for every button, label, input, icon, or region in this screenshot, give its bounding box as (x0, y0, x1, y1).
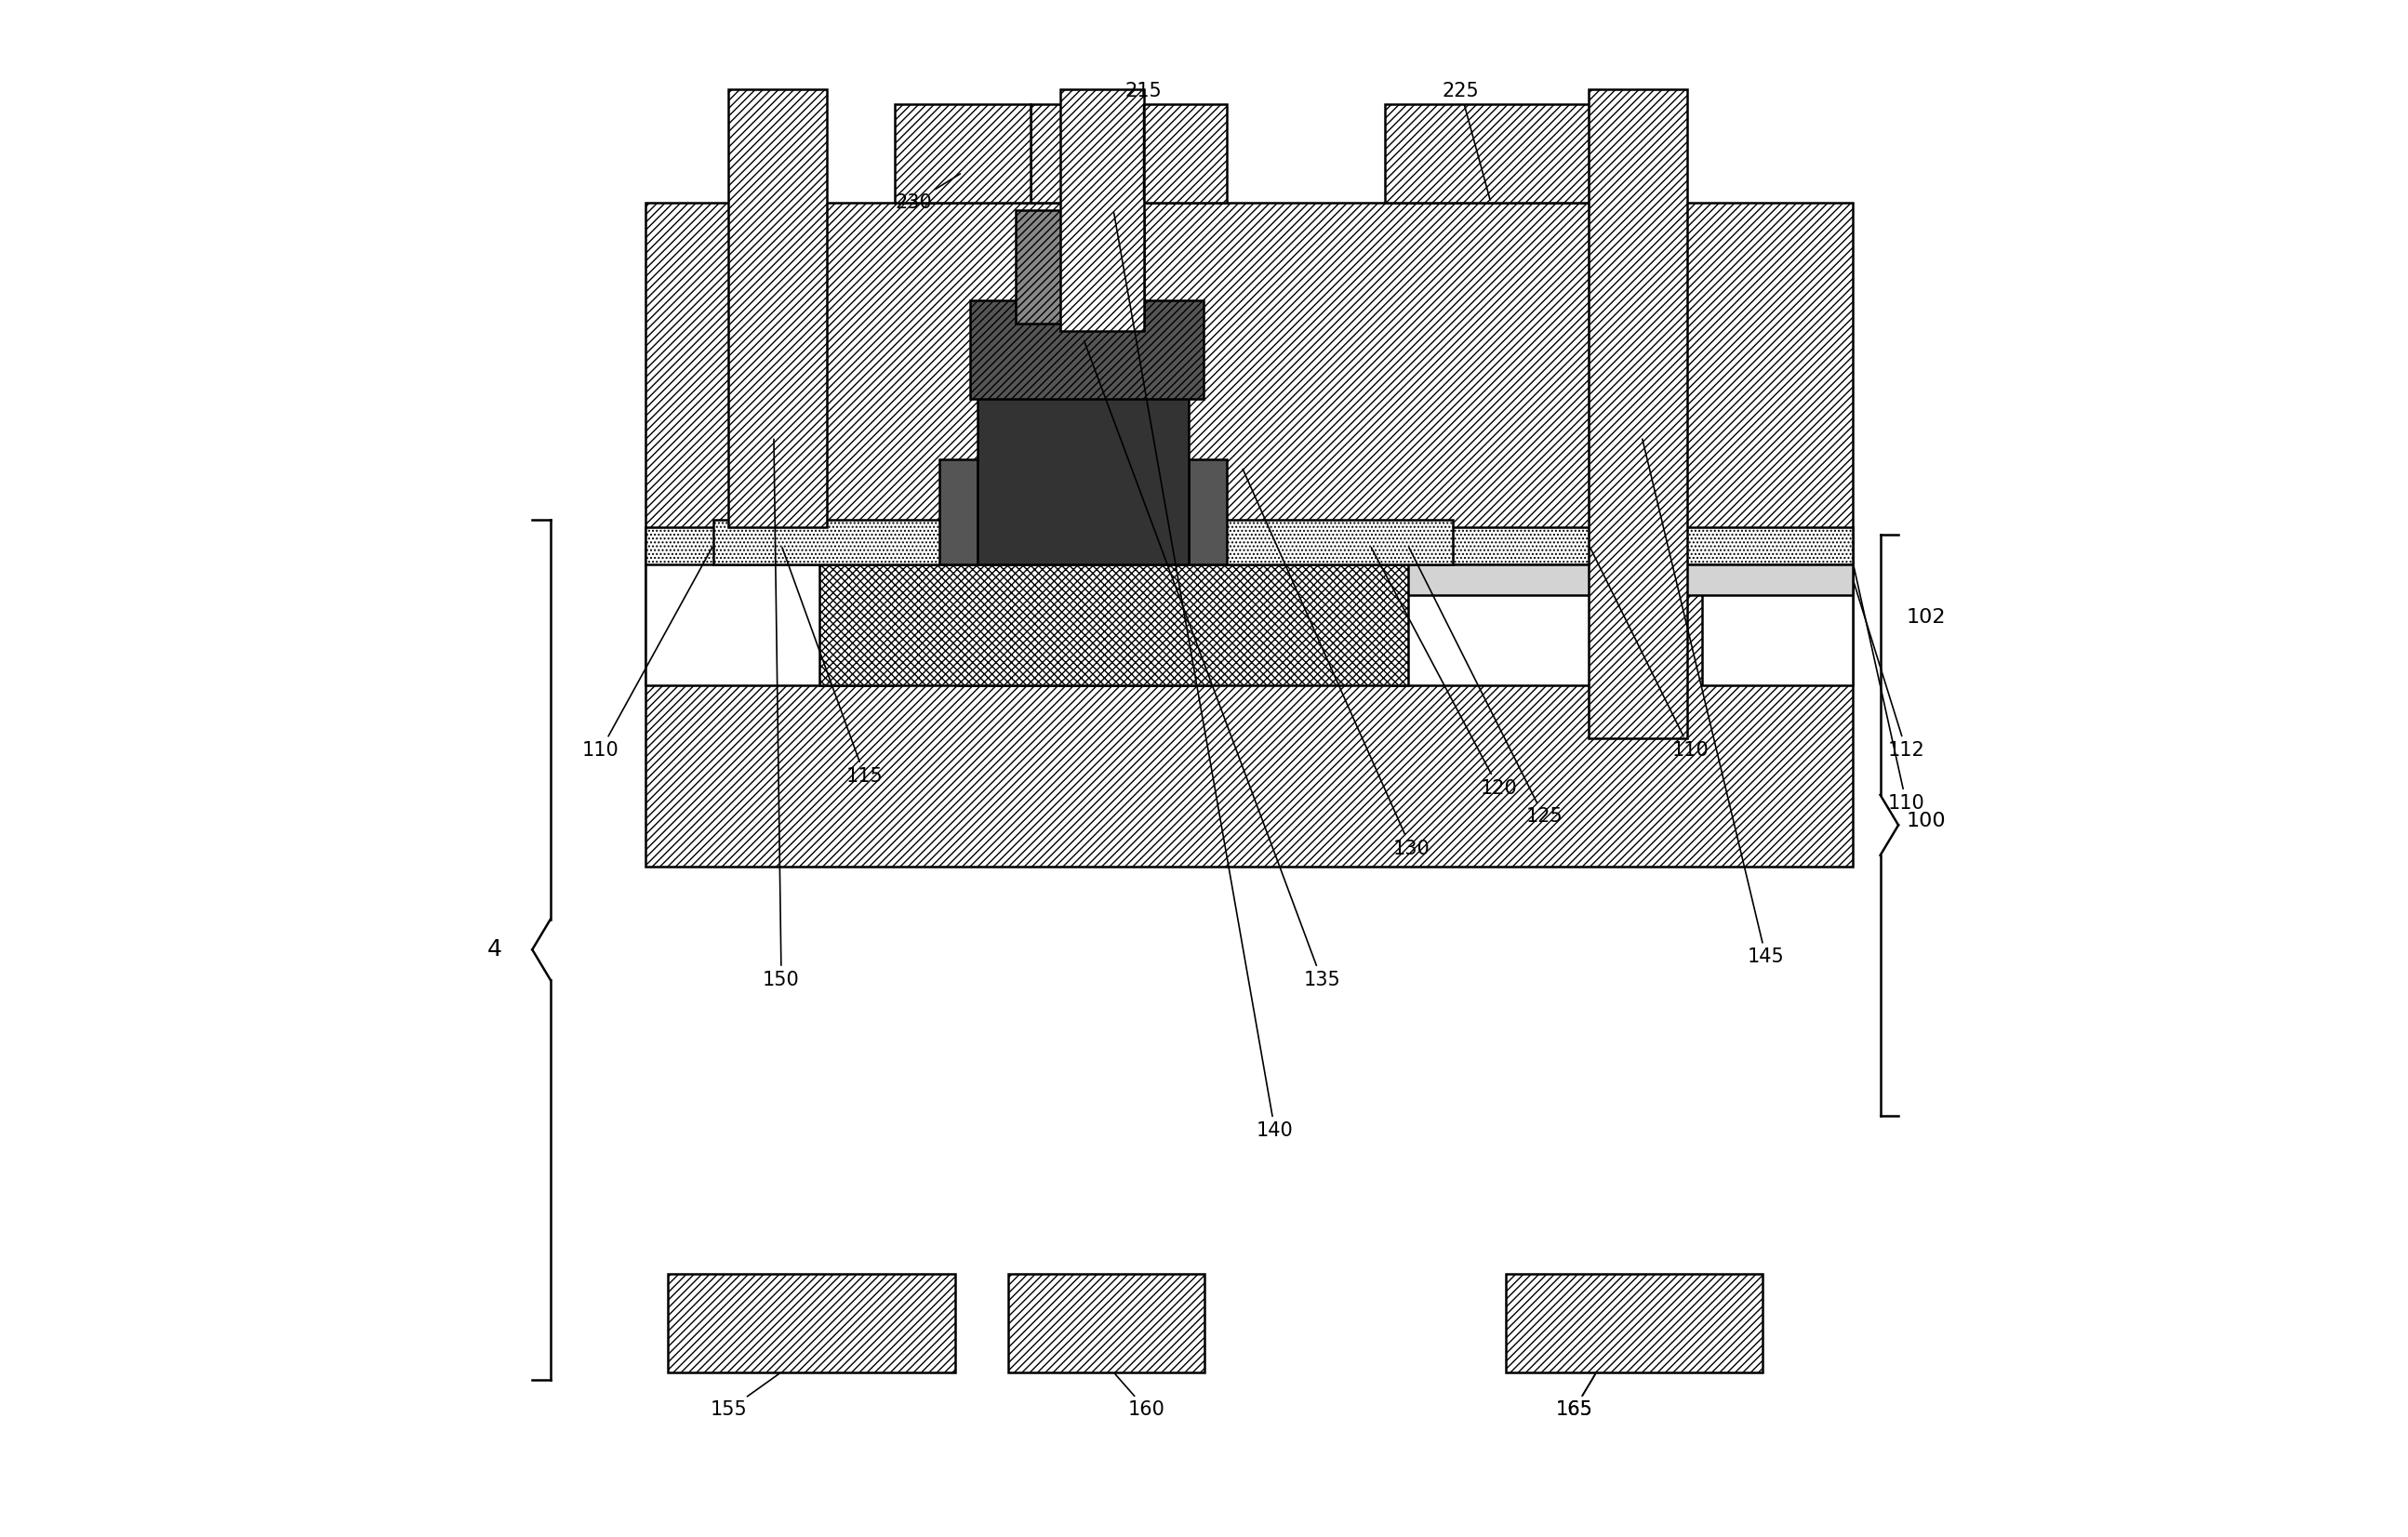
Text: 125: 125 (1409, 547, 1563, 825)
Bar (939, 460, 978, 564)
Bar (978, 384, 1190, 564)
Bar (730, 89, 826, 527)
Bar (667, 1274, 956, 1373)
Bar (1702, 543, 1854, 686)
Text: 130: 130 (1243, 469, 1430, 858)
Bar (819, 564, 1409, 686)
Text: 160: 160 (1115, 1374, 1165, 1419)
Text: 165: 165 (1556, 1374, 1594, 1419)
Text: 165: 165 (1556, 1374, 1594, 1419)
Bar (1009, 1274, 1204, 1373)
Text: 150: 150 (763, 440, 799, 990)
Text: 155: 155 (710, 1374, 780, 1419)
Text: 120: 120 (1370, 547, 1517, 798)
Text: 112: 112 (1854, 583, 1924, 759)
Bar (1505, 1274, 1763, 1373)
Bar (1016, 211, 1144, 323)
Bar (1392, 543, 1642, 686)
Bar (1190, 460, 1226, 564)
Text: 215: 215 (1125, 81, 1163, 200)
Text: 110: 110 (583, 547, 713, 759)
Bar (1060, 89, 1144, 330)
Text: 4: 4 (486, 939, 501, 961)
Bar (1031, 105, 1226, 203)
Bar (970, 301, 1204, 398)
Bar (645, 543, 893, 686)
Bar (645, 527, 1854, 564)
Text: 145: 145 (1642, 440, 1784, 967)
Bar (645, 543, 893, 686)
Text: 115: 115 (783, 547, 884, 785)
Text: 100: 100 (1907, 812, 1946, 830)
Bar (1385, 105, 1642, 203)
Bar (956, 543, 1211, 686)
Text: 230: 230 (896, 174, 961, 212)
Bar (713, 520, 963, 564)
Bar (1702, 543, 1854, 686)
Bar (1218, 520, 1452, 564)
Bar (1589, 89, 1688, 738)
Text: 140: 140 (1115, 212, 1293, 1140)
Bar (1392, 564, 1854, 595)
Bar (645, 203, 1854, 867)
Text: 110: 110 (1854, 566, 1924, 813)
Text: 225: 225 (1442, 81, 1491, 200)
Bar (893, 105, 1031, 203)
Text: 135: 135 (1084, 341, 1341, 990)
Text: 110: 110 (1589, 547, 1710, 759)
Text: 102: 102 (1907, 609, 1946, 627)
Bar (1392, 543, 1642, 686)
Bar (956, 543, 1211, 686)
